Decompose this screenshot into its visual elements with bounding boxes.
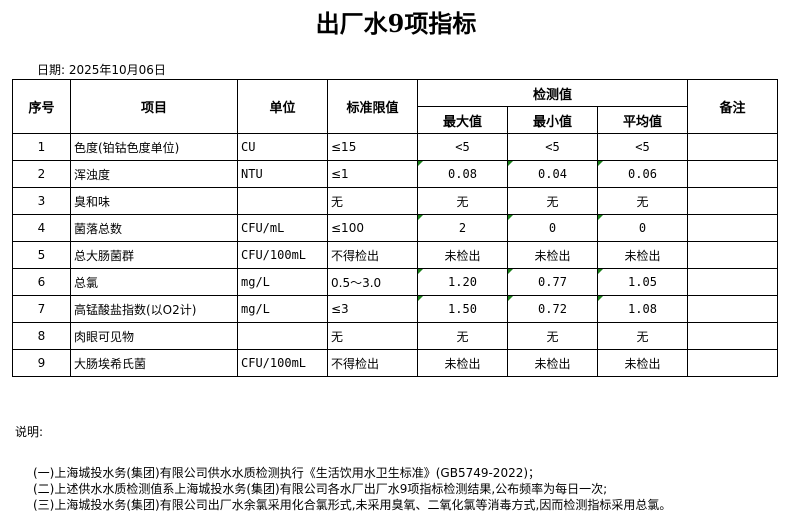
cell-item: 高锰酸盐指数(以O2计) bbox=[70, 295, 238, 323]
cell-remark bbox=[687, 268, 778, 296]
header-remark: 备注 bbox=[687, 79, 778, 134]
header-min: 最小值 bbox=[507, 106, 598, 134]
report-date: 日期: 2025年10月06日 bbox=[37, 63, 166, 77]
cell-limit: 无 bbox=[327, 187, 418, 215]
table-row: 2 浑浊度 NTU ≤1 0.08 0.04 0.06 bbox=[12, 160, 778, 188]
cell-no: 7 bbox=[12, 295, 71, 323]
page-title: 出厂水9项指标 bbox=[315, 9, 477, 38]
cell-avg: <5 bbox=[597, 133, 688, 161]
water-quality-table: 序号 项目 单位 标准限值 检测值 备注 最大值 最小值 平均值 1 色度(铂钴色… bbox=[12, 79, 778, 377]
table-row: 9 大肠埃希氏菌 CFU/100mL 不得检出 未检出 未检出 未检出 bbox=[12, 349, 778, 377]
cell-no: 5 bbox=[12, 241, 71, 269]
cell-min: 0 bbox=[507, 214, 598, 242]
cell-max: 未检出 bbox=[417, 349, 508, 377]
cell-max: 1.20 bbox=[417, 268, 508, 296]
table-row: 3 臭和味无无无无 bbox=[12, 187, 778, 215]
cell-min: 0.77 bbox=[507, 268, 598, 296]
cell-item: 臭和味 bbox=[70, 187, 238, 215]
cell-remark bbox=[687, 214, 778, 242]
cell-limit: ≤1 bbox=[327, 160, 418, 188]
cell-remark bbox=[687, 295, 778, 323]
cell-max: 2 bbox=[417, 214, 508, 242]
header-item: 项目 bbox=[70, 79, 238, 134]
cell-no: 4 bbox=[12, 214, 71, 242]
cell-limit: ≤3 bbox=[327, 295, 418, 323]
cell-remark bbox=[687, 133, 778, 161]
cell-limit: 不得检出 bbox=[327, 241, 418, 269]
cell-avg: 无 bbox=[597, 322, 688, 350]
cell-unit: NTU bbox=[237, 160, 328, 188]
cell-max: 无 bbox=[417, 187, 508, 215]
cell-max: 1.50 bbox=[417, 295, 508, 323]
header-no: 序号 bbox=[12, 79, 71, 134]
cell-item: 菌落总数 bbox=[70, 214, 238, 242]
header-measured: 检测值 bbox=[417, 79, 688, 107]
cell-no: 2 bbox=[12, 160, 71, 188]
notes-label: 说明: bbox=[15, 425, 44, 439]
cell-unit: CFU/100mL bbox=[237, 349, 328, 377]
cell-no: 8 bbox=[12, 322, 71, 350]
cell-unit bbox=[237, 187, 328, 215]
cell-unit: CFU/mL bbox=[237, 214, 328, 242]
cell-unit bbox=[237, 322, 328, 350]
cell-min: 无 bbox=[507, 187, 598, 215]
cell-no: 6 bbox=[12, 268, 71, 296]
cell-unit: mg/L bbox=[237, 268, 328, 296]
cell-limit: 无 bbox=[327, 322, 418, 350]
notes: 说明: (一)上海城投水务(集团)有限公司供水水质检测执行《生活饮用水卫生标准》… bbox=[15, 423, 671, 513]
cell-remark bbox=[687, 349, 778, 377]
note-item: (三)上海城投水务(集团)有限公司出厂水余氯采用化合氯形式,未采用臭氧、二氧化氯… bbox=[33, 498, 672, 512]
cell-avg: 0.06 bbox=[597, 160, 688, 188]
cell-remark bbox=[687, 187, 778, 215]
header-avg: 平均值 bbox=[597, 106, 688, 134]
header-limit: 标准限值 bbox=[327, 79, 418, 134]
cell-avg: 未检出 bbox=[597, 241, 688, 269]
cell-max: 0.08 bbox=[417, 160, 508, 188]
note-item: (一)上海城投水务(集团)有限公司供水水质检测执行《生活饮用水卫生标准》(GB5… bbox=[33, 466, 541, 480]
table-row: 8 肉眼可见物无无无无 bbox=[12, 322, 778, 350]
cell-avg: 未检出 bbox=[597, 349, 688, 377]
table-row: 6 总氯 mg/L 0.5～3.0 1.20 0.77 1.05 bbox=[12, 268, 778, 296]
cell-limit: ≤15 bbox=[327, 133, 418, 161]
cell-avg: 1.08 bbox=[597, 295, 688, 323]
cell-limit: ≤100 bbox=[327, 214, 418, 242]
cell-item: 总氯 bbox=[70, 268, 238, 296]
cell-limit: 0.5～3.0 bbox=[327, 268, 418, 296]
table-row: 4 菌落总数 CFU/mL ≤100 2 0 0 bbox=[12, 214, 778, 242]
note-item: (二)上述供水水质检测值系上海城投水务(集团)有限公司各水厂出厂水9项指标检测结… bbox=[33, 482, 608, 496]
cell-min: 未检出 bbox=[507, 241, 598, 269]
cell-unit: mg/L bbox=[237, 295, 328, 323]
cell-unit: CU bbox=[237, 133, 328, 161]
cell-remark bbox=[687, 160, 778, 188]
cell-no: 3 bbox=[12, 187, 71, 215]
cell-min: 无 bbox=[507, 322, 598, 350]
cell-min: 未检出 bbox=[507, 349, 598, 377]
cell-item: 浑浊度 bbox=[70, 160, 238, 188]
header-unit: 单位 bbox=[237, 79, 328, 134]
cell-max: 无 bbox=[417, 322, 508, 350]
cell-avg: 无 bbox=[597, 187, 688, 215]
cell-avg: 0 bbox=[597, 214, 688, 242]
cell-min: 0.72 bbox=[507, 295, 598, 323]
cell-min: <5 bbox=[507, 133, 598, 161]
table-row: 1 色度(铂钴色度单位) CU ≤15 <5 <5 <5 bbox=[12, 133, 778, 161]
cell-item: 色度(铂钴色度单位) bbox=[70, 133, 238, 161]
cell-remark bbox=[687, 322, 778, 350]
cell-max: <5 bbox=[417, 133, 508, 161]
cell-item: 总大肠菌群 bbox=[70, 241, 238, 269]
table-row: 7 高锰酸盐指数(以O2计) mg/L ≤3 1.50 0.72 1.08 bbox=[12, 295, 778, 323]
cell-item: 大肠埃希氏菌 bbox=[70, 349, 238, 377]
cell-min: 0.04 bbox=[507, 160, 598, 188]
cell-remark bbox=[687, 241, 778, 269]
cell-max: 未检出 bbox=[417, 241, 508, 269]
header-max: 最大值 bbox=[417, 106, 508, 134]
cell-no: 9 bbox=[12, 349, 71, 377]
cell-limit: 不得检出 bbox=[327, 349, 418, 377]
table-row: 5 总大肠菌群 CFU/100mL 不得检出 未检出 未检出 未检出 bbox=[12, 241, 778, 269]
cell-item: 肉眼可见物 bbox=[70, 322, 238, 350]
cell-unit: CFU/100mL bbox=[237, 241, 328, 269]
cell-no: 1 bbox=[12, 133, 71, 161]
cell-avg: 1.05 bbox=[597, 268, 688, 296]
